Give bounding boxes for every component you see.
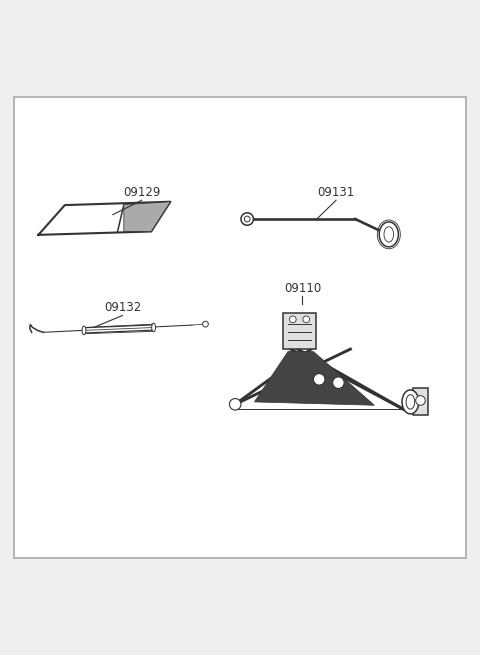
Ellipse shape [379, 222, 398, 247]
Circle shape [229, 398, 241, 410]
FancyBboxPatch shape [14, 97, 466, 558]
Circle shape [241, 213, 253, 225]
Circle shape [203, 321, 208, 327]
Polygon shape [254, 352, 374, 405]
Text: 09132: 09132 [104, 301, 141, 314]
FancyBboxPatch shape [413, 388, 428, 415]
Ellipse shape [152, 323, 156, 332]
Ellipse shape [402, 390, 419, 414]
Ellipse shape [82, 326, 86, 335]
Text: 09129: 09129 [123, 186, 160, 199]
Text: 09110: 09110 [284, 282, 321, 295]
Circle shape [303, 316, 310, 323]
Polygon shape [124, 202, 170, 231]
Circle shape [313, 373, 325, 385]
Text: 09131: 09131 [317, 186, 355, 199]
Circle shape [333, 377, 344, 388]
Circle shape [289, 316, 296, 323]
Circle shape [416, 396, 425, 405]
FancyBboxPatch shape [283, 313, 316, 349]
